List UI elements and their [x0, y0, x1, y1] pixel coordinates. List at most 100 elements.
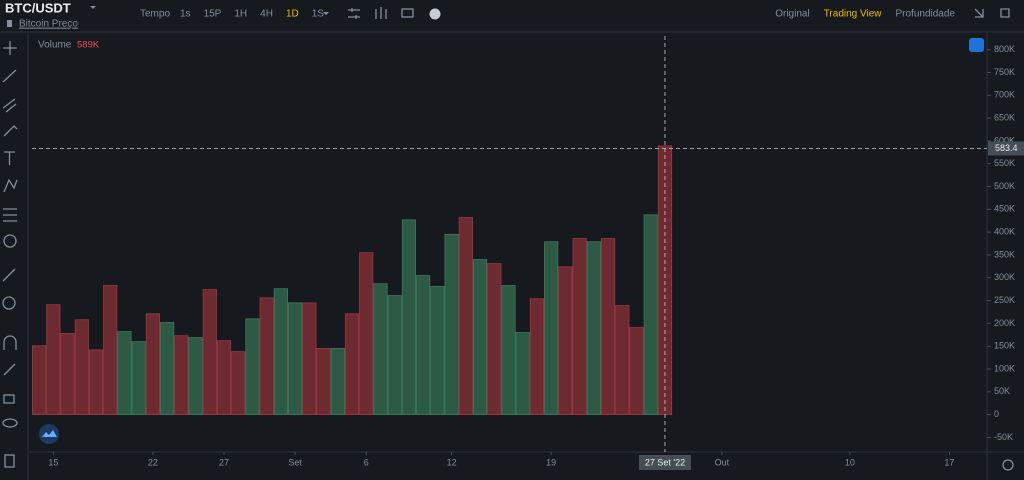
- volume-bar: [60, 333, 75, 416]
- volume-bar: [103, 285, 118, 416]
- y-tick-label: 450K: [994, 204, 1015, 214]
- logo-badge: [39, 424, 59, 444]
- x-tick-label: 22: [148, 457, 158, 467]
- interval-button[interactable]: 15P: [204, 9, 222, 20]
- brush-tool[interactable]: [3, 125, 18, 137]
- auto-scale-button[interactable]: [969, 38, 984, 52]
- symbol[interactable]: BTC/USDT: [5, 0, 71, 15]
- volume-bar: [288, 302, 303, 416]
- volume-bar: [444, 234, 459, 416]
- info-icon: [7, 20, 12, 27]
- axis-settings[interactable]: [1002, 459, 1014, 471]
- volume-bar: [259, 297, 274, 416]
- volume-bar: [501, 285, 516, 416]
- volume-bar: [174, 335, 189, 416]
- x-tick-label: 27: [219, 457, 229, 467]
- crosshair-date-label: 27 Set '22: [645, 457, 685, 467]
- volume-bar: [600, 238, 616, 416]
- add-icon[interactable]: [429, 8, 441, 20]
- delete-tool[interactable]: [4, 454, 15, 468]
- emoji-tool[interactable]: [3, 234, 17, 248]
- x-tick-label: 15: [48, 457, 58, 467]
- volume-bar: [245, 318, 260, 416]
- y-tick-label: 800K: [994, 44, 1015, 54]
- x-tick-label: Out: [715, 457, 730, 467]
- crosshair-date-box: [638, 455, 691, 470]
- logo-icon: [42, 430, 57, 437]
- prediction-tool[interactable]: [3, 208, 17, 222]
- x-tick-label: 6: [364, 457, 369, 467]
- x-tick-label: 19: [546, 457, 556, 467]
- volume-bar: [117, 331, 132, 416]
- volume-bar: [32, 345, 47, 416]
- legend-name: Volume: [38, 40, 72, 51]
- view-button[interactable]: Trading View: [824, 9, 883, 20]
- view-button[interactable]: Original: [775, 9, 809, 20]
- drawing-toolbar: [2, 41, 18, 468]
- symbol-dropdown[interactable]: [90, 6, 96, 9]
- more-intervals[interactable]: [323, 12, 329, 15]
- fullscreen-icon[interactable]: [1000, 8, 1010, 18]
- x-tick-label: 12: [447, 457, 457, 467]
- legend-value: 589K: [77, 40, 100, 51]
- volume-bar: [629, 327, 644, 416]
- volume-bar: [202, 289, 217, 416]
- volume-bar: [145, 313, 160, 416]
- crosshair-price-label: 583.4: [995, 143, 1018, 153]
- line-tool[interactable]: [2, 69, 17, 83]
- crosshair-price-box: [988, 141, 1024, 156]
- volume-bar: [344, 313, 360, 416]
- ruler-tool[interactable]: [2, 268, 16, 282]
- visibility-tool[interactable]: [2, 418, 18, 428]
- y-tick-label: 100K: [994, 363, 1015, 373]
- x-tick-label: Set: [288, 457, 302, 467]
- y-tick-label: 350K: [994, 249, 1015, 259]
- candles-icon[interactable]: [375, 7, 387, 19]
- volume-bar: [160, 322, 175, 416]
- toolbar-icons: [348, 7, 441, 20]
- y-tick-label: 250K: [994, 295, 1015, 305]
- volume-bar: [572, 238, 587, 416]
- pattern-tool[interactable]: [3, 178, 18, 193]
- volume-bar: [131, 341, 146, 416]
- text-tool[interactable]: [4, 151, 15, 165]
- interval-button[interactable]: 4H: [260, 9, 273, 20]
- volume-bar: [330, 348, 345, 416]
- interval-button[interactable]: 1S: [312, 9, 325, 20]
- volume-bar: [586, 241, 601, 416]
- interval-button[interactable]: 1H: [234, 9, 247, 20]
- y-tick-label: 50K: [994, 386, 1010, 396]
- x-tick-label: 10: [845, 457, 855, 467]
- volume-bar: [188, 337, 203, 416]
- settings-icon[interactable]: [348, 8, 360, 19]
- interval-button[interactable]: 1D: [286, 9, 299, 20]
- y-tick-label: 500K: [994, 181, 1015, 191]
- lock-draw-tool[interactable]: [3, 363, 16, 376]
- subtitle[interactable]: Bitcoin Preço: [19, 19, 78, 30]
- view-button[interactable]: Profundidade: [896, 9, 956, 20]
- expand-icon[interactable]: [974, 8, 984, 18]
- zoom-tool[interactable]: [2, 296, 16, 310]
- interval-button[interactable]: 1s: [180, 9, 191, 20]
- y-tick-label: 150K: [994, 341, 1015, 351]
- y-tick-label: -50K: [994, 432, 1013, 442]
- fib-tool[interactable]: [2, 98, 17, 113]
- crosshair-tool[interactable]: [3, 41, 17, 55]
- y-tick-label: 600K: [994, 135, 1015, 145]
- volume-bar: [558, 266, 573, 416]
- y-tick-label: 0: [994, 409, 999, 419]
- volume-bar: [387, 295, 402, 416]
- volume-bar: [401, 219, 417, 416]
- magnet-tool[interactable]: [3, 335, 17, 350]
- volume-bar: [316, 348, 331, 416]
- volume-bar: [273, 288, 289, 416]
- volume-bar: [88, 349, 104, 416]
- volume-bar: [46, 304, 61, 416]
- volume-bar: [231, 351, 246, 416]
- y-tick-label: 200K: [994, 318, 1015, 328]
- volume-bar: [529, 298, 545, 416]
- camera-icon[interactable]: [401, 8, 414, 18]
- x-tick-label: 17: [944, 457, 954, 467]
- lock-tool[interactable]: [3, 394, 15, 404]
